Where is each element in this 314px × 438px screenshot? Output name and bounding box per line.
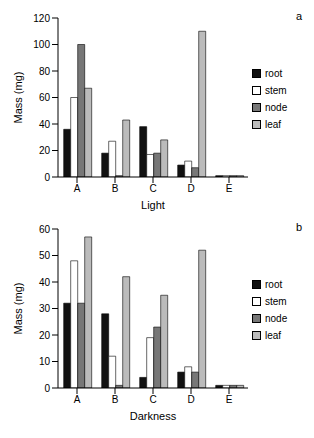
svg-text:80: 80 — [39, 66, 51, 77]
svg-text:Mass (mg): Mass (mg) — [12, 283, 24, 335]
svg-text:10: 10 — [39, 356, 51, 367]
html-text:node: node — [265, 313, 288, 324]
svg-text:Light: Light — [141, 199, 165, 211]
svg-text:120: 120 — [33, 13, 50, 24]
svg-text:30: 30 — [39, 303, 51, 314]
svg-text:B: B — [112, 183, 119, 194]
html-text:b: b — [295, 221, 302, 233]
html-text:leaf: leaf — [265, 330, 282, 341]
svg-text:A: A — [74, 394, 81, 405]
svg-text:Mass (mg): Mass (mg) — [12, 72, 24, 124]
svg-text:0: 0 — [44, 383, 50, 394]
svg-text:B: B — [112, 394, 119, 405]
svg-text:C: C — [149, 183, 156, 194]
svg-text:100: 100 — [33, 39, 50, 50]
svg-text:50: 50 — [39, 250, 51, 261]
html-text:leaf: leaf — [265, 119, 282, 130]
svg-text:D: D — [187, 394, 194, 405]
html-text:stem: stem — [265, 296, 287, 307]
html-text:a: a — [295, 10, 302, 22]
svg-text:60: 60 — [39, 224, 51, 235]
html-text:root: root — [265, 279, 283, 290]
svg-text:A: A — [74, 183, 81, 194]
svg-text:E: E — [226, 183, 233, 194]
svg-text:E: E — [226, 394, 233, 405]
svg-text:60: 60 — [39, 92, 51, 103]
html-text:root: root — [265, 68, 283, 79]
svg-text:20: 20 — [39, 145, 51, 156]
svg-text:C: C — [149, 394, 156, 405]
svg-text:20: 20 — [39, 330, 51, 341]
html-text:stem: stem — [265, 85, 287, 96]
svg-text:0: 0 — [44, 172, 50, 183]
svg-text:40: 40 — [39, 119, 51, 130]
svg-text:40: 40 — [39, 277, 51, 288]
svg-text:D: D — [187, 183, 194, 194]
svg-text:Darkness: Darkness — [130, 410, 177, 422]
html-text:node: node — [265, 102, 288, 113]
